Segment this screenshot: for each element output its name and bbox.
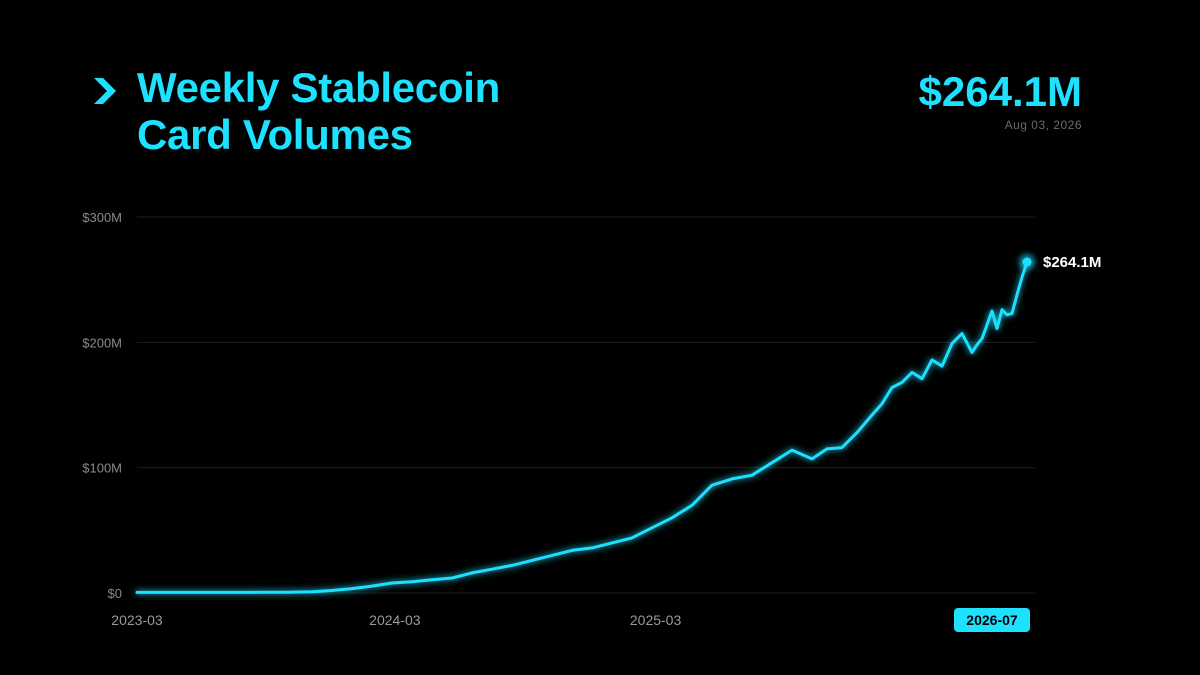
- chart-title-line-1: Weekly Stablecoin: [137, 64, 500, 111]
- endpoint-label: $264.1M: [1043, 254, 1101, 271]
- series-line: [135, 260, 1029, 594]
- y-axis-labels: $0 $100M $200M $300M: [82, 210, 122, 601]
- x-axis-labels: 2023-03 2024-03 2025-03 2026-07: [111, 608, 1030, 632]
- endpoint-marker: [1022, 257, 1032, 267]
- latest-value: $264.1M: [918, 68, 1082, 115]
- x-tick-label-highlight: 2026-07: [966, 612, 1018, 628]
- chart-title-line-2: Card Volumes: [137, 111, 413, 158]
- x-tick-highlight-badge: [954, 608, 1030, 632]
- y-tick-label: $100M: [82, 461, 122, 476]
- series-layer: $264.1M: [135, 253, 1101, 594]
- y-tick-label: $0: [108, 586, 122, 601]
- chart-title: Weekly Stablecoin Card Volumes: [137, 64, 500, 158]
- x-tick-label: 2023-03: [111, 612, 163, 628]
- chevron-right-icon: [94, 78, 116, 104]
- latest-date: Aug 03, 2026: [1004, 118, 1082, 132]
- y-tick-label: $300M: [82, 210, 122, 225]
- grid-layer: [137, 216, 1035, 594]
- y-tick-label: $200M: [82, 335, 122, 350]
- x-tick-label: 2024-03: [369, 612, 421, 628]
- x-tick-label: 2025-03: [630, 612, 682, 628]
